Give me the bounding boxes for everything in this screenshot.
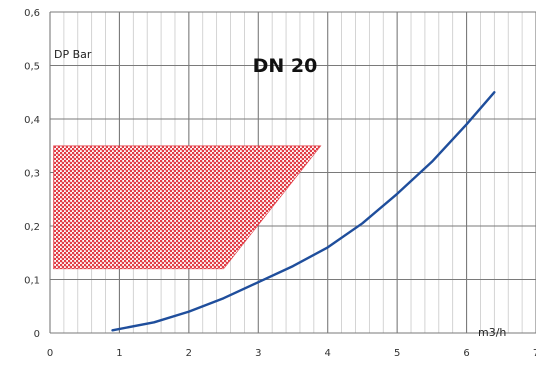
curve-point — [326, 246, 329, 249]
x-tick-label: 4 — [325, 348, 331, 359]
curve-point — [153, 321, 156, 324]
x-tick-label: 0 — [47, 348, 53, 359]
curve-point — [222, 297, 225, 300]
curve-point — [493, 91, 496, 94]
y-axis-label: DP Bar — [54, 48, 92, 61]
curve-point — [111, 329, 114, 332]
curve-point — [361, 222, 364, 225]
pressure-drop-curve — [111, 91, 496, 332]
x-tick-label: 2 — [186, 348, 192, 359]
y-tick-label: 0,3 — [24, 169, 40, 180]
y-tick-label: 0,2 — [24, 222, 40, 233]
x-axis-label: m3/h — [478, 326, 506, 339]
y-tick-label: 0,5 — [24, 62, 40, 73]
tick-labels: 0 1 2 3 4 5 6 7 0 0,1 0,2 0,3 0,4 0,5 0,6 — [24, 8, 536, 359]
y-tick-label: 0,4 — [24, 115, 40, 126]
curve-point — [396, 193, 398, 195]
y-tick-label: 0 — [34, 329, 40, 340]
curve-point — [188, 310, 190, 313]
x-tick-label: 5 — [394, 348, 400, 359]
curve-point — [431, 160, 433, 163]
operating-region — [53, 145, 322, 270]
x-tick-label: 6 — [463, 348, 469, 359]
curve-point — [292, 265, 294, 267]
curve-point — [465, 123, 468, 126]
y-tick-label: 0,6 — [24, 8, 40, 19]
curve-point — [257, 281, 260, 284]
operating-region-layer — [53, 145, 322, 270]
x-tick-label: 1 — [116, 348, 122, 359]
x-tick-label: 3 — [255, 348, 261, 359]
y-tick-label: 0,1 — [24, 276, 40, 287]
series-layer — [111, 91, 496, 332]
chart-title: DN 20 — [253, 55, 318, 77]
x-tick-label: 7 — [533, 348, 536, 359]
